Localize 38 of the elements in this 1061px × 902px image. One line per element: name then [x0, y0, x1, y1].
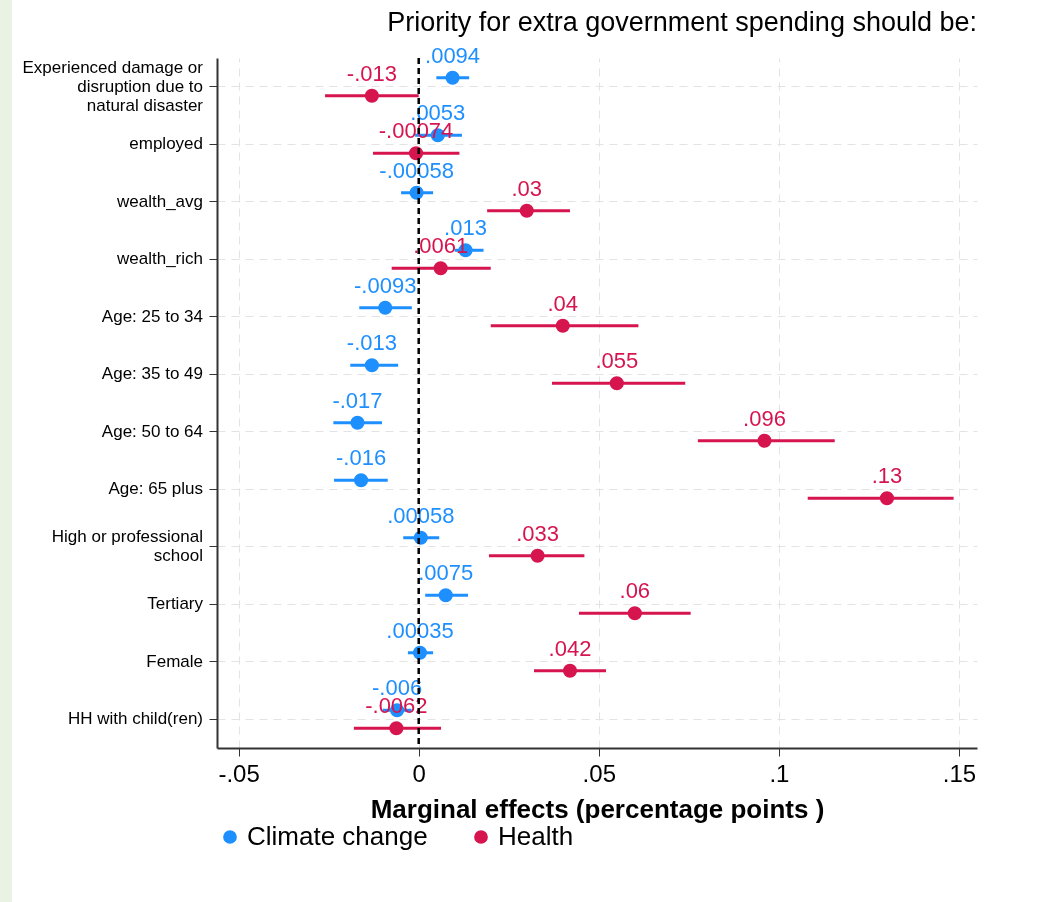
data-label: -.013 — [346, 60, 397, 86]
x-tick-label: -.05 — [218, 759, 260, 787]
y-tick-label: Age: 65 plus — [108, 479, 203, 499]
x-tick-label: .1 — [769, 759, 790, 787]
data-label: .042 — [548, 635, 592, 661]
data-label: -.013 — [346, 330, 397, 356]
data-label: -.016 — [336, 445, 387, 471]
y-tick-label: Tertiary — [147, 594, 204, 614]
y-tick-label: Age: 35 to 49 — [101, 364, 203, 384]
data-label: -.00058 — [379, 157, 454, 183]
legend-label: Health — [498, 821, 574, 851]
y-tick-label: Experienced damage or disruption due to natural disaster — [22, 57, 204, 115]
x-tick-label: .15 — [942, 759, 977, 787]
data-label: .00058 — [387, 502, 455, 528]
y-tick-label: Age: 50 to 64 — [101, 421, 203, 441]
data-label: -.017 — [332, 387, 383, 413]
x-tick-label: .05 — [582, 759, 616, 787]
y-tick-label: Age: 25 to 34 — [101, 306, 203, 326]
y-tick-label: Female — [146, 651, 203, 671]
x-tick-label: 0 — [412, 759, 426, 787]
y-tick-label: wealth_avg — [115, 191, 203, 211]
data-label: .055 — [595, 348, 639, 374]
chart-title: Priority for extra government spending should be: — [387, 6, 977, 37]
data-label: -.0093 — [354, 272, 417, 298]
data-label: .06 — [619, 578, 651, 604]
data-label: .033 — [516, 520, 559, 546]
y-tick-label: wealth_rich — [116, 249, 203, 269]
data-label: .00035 — [386, 617, 454, 643]
y-tick-label: employed — [129, 134, 203, 154]
data-label: .096 — [743, 405, 786, 431]
data-label: .13 — [871, 463, 903, 489]
data-label: .0094 — [425, 42, 481, 68]
data-label: .03 — [511, 175, 543, 201]
y-tick-label: High or professional school — [51, 527, 203, 566]
data-label: .04 — [547, 290, 579, 316]
data-label: .0075 — [418, 560, 474, 586]
y-tick-label: HH with child(ren) — [67, 709, 203, 729]
x-axis-title: Marginal effects (percentage points ) — [370, 793, 825, 824]
